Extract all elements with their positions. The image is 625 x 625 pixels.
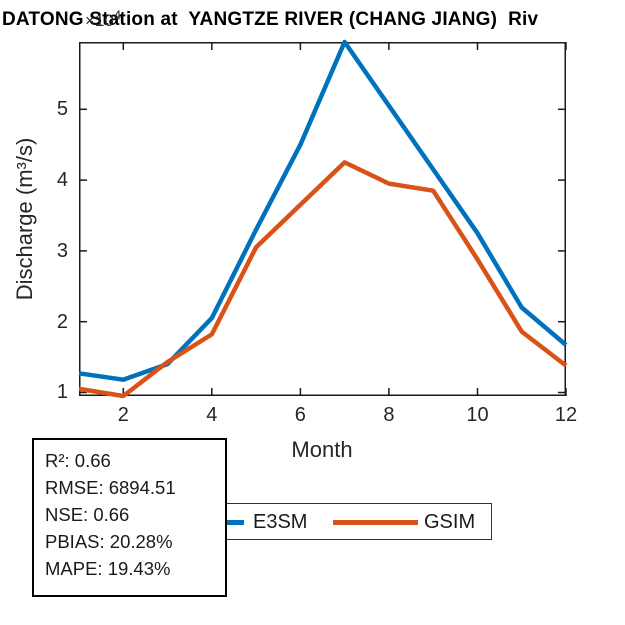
y-tick-label-1: 1 [56, 381, 68, 404]
y-axis-exponent-base: ×10 [85, 11, 114, 30]
y-axis-label: Discharge (m³/s) [12, 137, 37, 301]
x-tick-label-2: 2 [117, 404, 129, 426]
x-axis-label: Month [291, 437, 353, 462]
y-tick-label-3: 3 [56, 239, 68, 262]
gsim-line [78, 160, 568, 399]
chart-title: DATONG Station at YANGTZE RIVER (CHANG J… [2, 9, 539, 30]
stat-pbias: PBIAS: 20.28% [45, 531, 173, 552]
x-tick-label-8: 8 [383, 404, 395, 426]
stat-r-squared: R²: 0.66 [45, 450, 111, 471]
stat-rmse: RMSE: 6894.51 [45, 477, 176, 498]
e3sm-legend-label: E3SM [253, 511, 308, 533]
y-axis-exponent-label: ×104 [85, 8, 121, 31]
plot-area [78, 39, 568, 399]
y-tick-label-2: 2 [56, 310, 68, 333]
gsim-legend-line [333, 520, 418, 525]
y-tick-label-4: 4 [56, 169, 68, 192]
x-tick-label-6: 6 [294, 404, 306, 426]
gsim-legend-label: GSIM [424, 511, 476, 533]
stat-mape: MAPE: 19.43% [45, 558, 171, 579]
x-tick-label-12: 12 [554, 404, 578, 426]
y-axis-exponent-power: 4 [113, 7, 122, 23]
axes-box [79, 42, 566, 396]
x-tick-label-10: 10 [466, 404, 489, 426]
y-tick-label-5: 5 [56, 98, 68, 121]
x-tick-label-4: 4 [206, 404, 218, 426]
stat-nse: NSE: 0.66 [45, 504, 130, 525]
e3sm-line [78, 39, 568, 382]
stats-box: R²: 0.66 RMSE: 6894.51 NSE: 0.66 PBIAS: … [32, 438, 227, 597]
